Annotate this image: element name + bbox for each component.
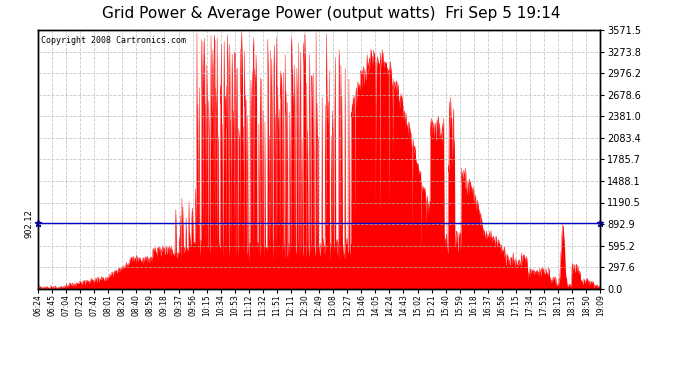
Text: Copyright 2008 Cartronics.com: Copyright 2008 Cartronics.com	[41, 36, 186, 45]
Text: Grid Power & Average Power (output watts)  Fri Sep 5 19:14: Grid Power & Average Power (output watts…	[102, 6, 560, 21]
